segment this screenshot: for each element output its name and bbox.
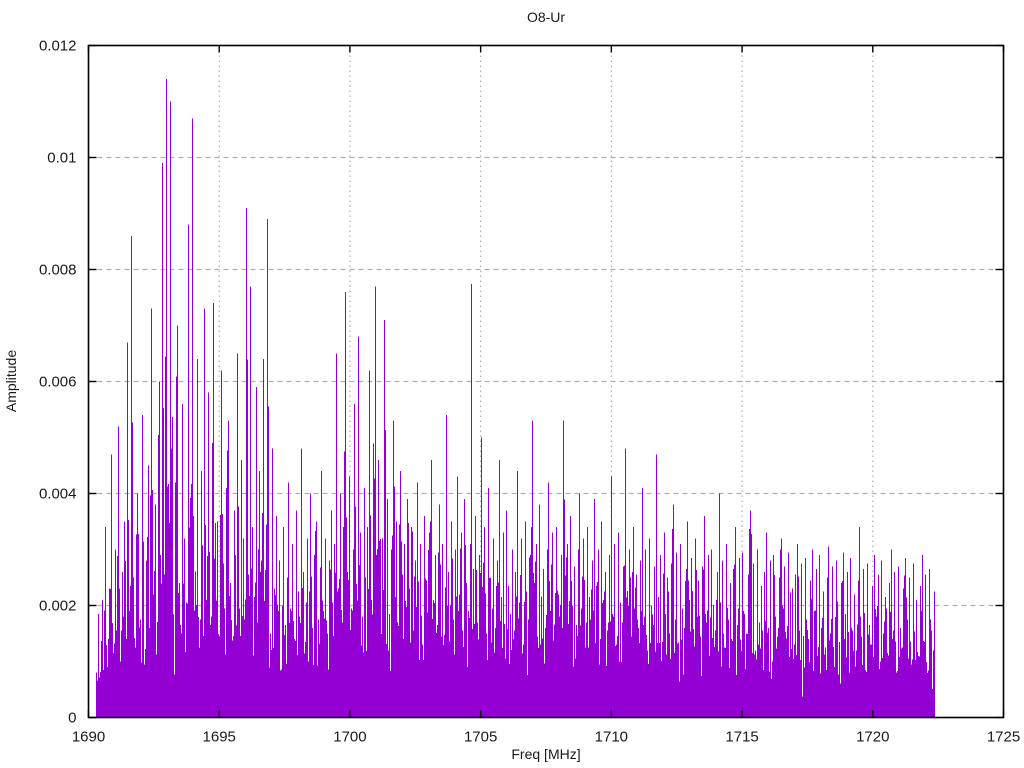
y-tick-label: 0.012 [39,38,77,55]
y-tick-label: 0.006 [39,374,77,391]
data-series-impulses [95,79,936,718]
y-tick-label: 0.008 [39,262,77,279]
x-tick-label: 1690 [72,729,105,746]
y-tick-labels: 0 0.002 0.004 0.006 0.008 0.01 0.012 [39,38,77,727]
y-axis-title: Amplitude [3,350,19,412]
x-tick-label: 1705 [464,729,497,746]
x-axis-title: Freq [MHz] [511,746,580,762]
spectrum-impulse-path [95,79,936,718]
x-tick-label: 1725 [987,729,1020,746]
y-tick-label: 0.002 [39,598,77,615]
x-tick-label: 1720 [856,729,889,746]
x-tick-label: 1715 [725,729,758,746]
x-tick-labels: 1690 1695 1700 1705 1710 1715 1720 1725 [72,729,1020,746]
y-tick-label: 0 [68,710,76,727]
x-tick-label: 1700 [333,729,366,746]
y-tick-label: 0.01 [47,150,76,167]
x-tick-label: 1710 [595,729,628,746]
y-tick-label: 0.004 [39,486,77,503]
x-tick-label: 1695 [203,729,236,746]
axis-ticks [87,44,1005,719]
chart-title: O8-Ur [527,9,565,25]
